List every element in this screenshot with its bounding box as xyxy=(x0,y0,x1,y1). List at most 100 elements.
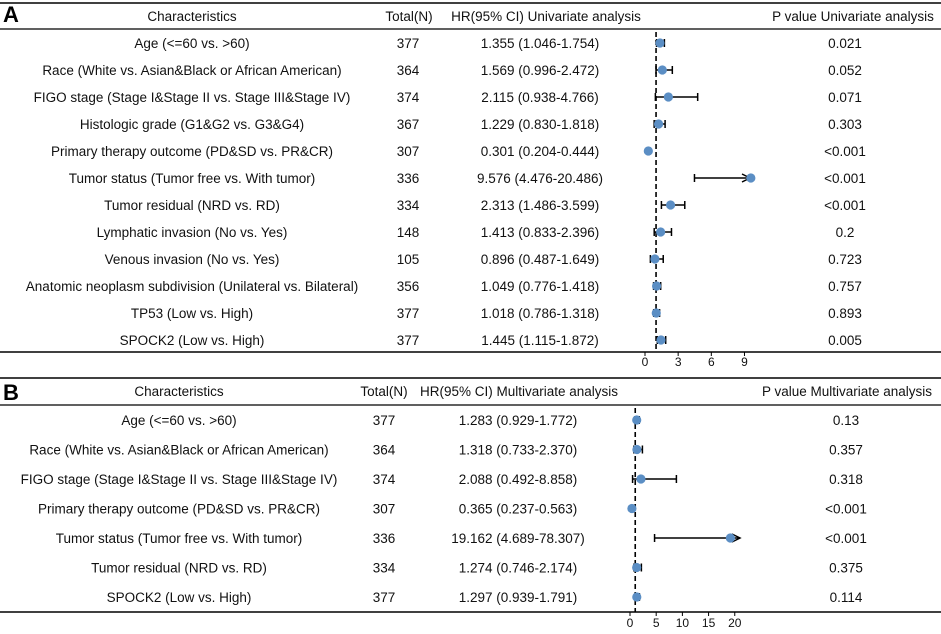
panel-a-row-8-hr-ci: 1.413 (0.833-2.396) xyxy=(481,225,600,240)
panel-a-row-11-total: 377 xyxy=(397,306,420,321)
panel-b-row-1-total: 377 xyxy=(373,413,396,428)
panel-a-row-3-label: FIGO stage (Stage I&Stage II vs. Stage I… xyxy=(34,90,351,105)
panel-a-row-7-p-value: <0.001 xyxy=(824,198,866,213)
panel-a-row-10-label: Anatomic neoplasm subdivision (Unilatera… xyxy=(26,279,358,294)
panel-a-row-8-total: 148 xyxy=(397,225,420,240)
panel-a-row-1-p-value: 0.021 xyxy=(828,36,862,51)
panel-b-row-2-point-estimate xyxy=(632,444,642,455)
panel-a-row-2-total: 364 xyxy=(397,63,420,78)
panel-a-row-5-total: 307 xyxy=(397,144,420,159)
panel-a-row-8-p-value: 0.2 xyxy=(836,225,855,240)
panel-b-row-1-point-estimate xyxy=(632,415,642,425)
panel-a-row-10-point-estimate xyxy=(651,281,662,291)
panel-a-row-5-point-estimate xyxy=(643,146,653,156)
panel-b-row-6-total: 334 xyxy=(373,561,396,576)
panel-b-x-tick-label-2: 10 xyxy=(676,616,690,630)
panel-b-x-tick-label-3: 15 xyxy=(702,616,716,630)
panel-a-header-characteristics: Characteristics xyxy=(147,9,237,24)
panel-a-header-total: Total(N) xyxy=(385,9,432,24)
panel-a-x-tick-label-0: 0 xyxy=(642,355,649,369)
panel-b-row-7-hr-ci: 1.297 (0.939-1.791) xyxy=(459,590,578,605)
panel-b-row-5-hr-ci: 19.162 (4.689-78.307) xyxy=(451,531,585,546)
panel-b-header-hr: HR(95% CI) Multivariate analysis xyxy=(420,384,618,399)
panel-b-row-2-p-value: 0.357 xyxy=(829,443,863,458)
panel-a-row-11-label: TP53 (Low vs. High) xyxy=(131,306,253,321)
panel-a-row-4-label: Histologic grade (G1&G2 vs. G3&G4) xyxy=(80,117,304,132)
panel-a-x-tick-label-1: 3 xyxy=(675,355,682,369)
panel-a-row-1-label: Age (<=60 vs. >60) xyxy=(134,36,249,51)
panel-a-row-3-p-value: 0.071 xyxy=(828,90,862,105)
panel-b-row-7-total: 377 xyxy=(373,590,396,605)
panel-b-letter: B xyxy=(3,380,19,405)
panel-a-row-12-p-value: 0.005 xyxy=(828,333,862,348)
panel-b-row-3-point-estimate xyxy=(636,474,646,484)
panel-b-row-3-total: 374 xyxy=(373,472,396,487)
panel-b-row-1-label: Age (<=60 vs. >60) xyxy=(121,413,236,428)
panel-b-row-4-total: 307 xyxy=(373,502,396,517)
panel-a-row-6-hr-ci: 9.576 (4.476-20.486) xyxy=(477,171,603,186)
panel-a-row-2-p-value: 0.052 xyxy=(828,63,862,78)
panel-b-row-3-label: FIGO stage (Stage I&Stage II vs. Stage I… xyxy=(21,472,338,487)
panel-b-row-4-point-estimate xyxy=(627,503,637,514)
panel-a-row-3-point-estimate xyxy=(663,92,673,102)
panel-a-row-9-label: Venous invasion (No vs. Yes) xyxy=(105,252,280,267)
panel-b-x-tick-label-1: 5 xyxy=(653,616,660,630)
panel-a-row-9-p-value: 0.723 xyxy=(828,252,862,267)
panel-b-row-7-point-estimate xyxy=(632,592,642,602)
panel-a-row-12-total: 377 xyxy=(397,333,420,348)
panel-b-row-2-total: 364 xyxy=(373,443,396,458)
panel-b-row-1-hr-ci: 1.283 (0.929-1.772) xyxy=(459,413,578,428)
panel-b-row-5-p-value: <0.001 xyxy=(825,531,867,546)
panel-a-row-6-total: 336 xyxy=(397,171,420,186)
panel-b-row-3-p-value: 0.318 xyxy=(829,472,863,487)
panel-a-row-6-point-estimate xyxy=(746,173,756,183)
panel-a-row-10-p-value: 0.757 xyxy=(828,279,862,294)
panel-a-row-11-p-value: 0.893 xyxy=(828,306,862,321)
panel-a-row-11-hr-ci: 1.018 (0.786-1.318) xyxy=(481,306,600,321)
panel-a-row-5-p-value: <0.001 xyxy=(824,144,866,159)
panel-b-x-tick-label-4: 20 xyxy=(728,616,742,630)
panel-a-row-10-hr-ci: 1.049 (0.776-1.418) xyxy=(481,279,600,294)
panel-a-row-6-p-value: <0.001 xyxy=(824,171,866,186)
panel-b-row-6-hr-ci: 1.274 (0.746-2.174) xyxy=(459,561,578,576)
panel-a-row-4-hr-ci: 1.229 (0.830-1.818) xyxy=(481,117,600,132)
panel-a-row-3-hr-ci: 2.115 (0.938-4.766) xyxy=(481,90,599,105)
panel-b-row-6-label: Tumor residual (NRD vs. RD) xyxy=(91,561,267,576)
panel-a-row-7-total: 334 xyxy=(397,198,420,213)
panel-a-row-2-point-estimate xyxy=(657,65,667,75)
panel-b-header-total: Total(N) xyxy=(360,384,407,399)
panel-a-row-7-hr-ci: 2.313 (1.486-3.599) xyxy=(481,198,600,213)
panel-b-row-6-point-estimate xyxy=(632,562,642,573)
panel-b-row-5-ci-arrow xyxy=(731,533,742,543)
panel-a-row-4-total: 367 xyxy=(397,117,420,132)
panel-a-row-11-point-estimate xyxy=(651,308,661,318)
panel-a-row-8-point-estimate xyxy=(656,227,666,237)
panel-b-row-4-p-value: <0.001 xyxy=(825,502,867,517)
panel-a-row-5-label: Primary therapy outcome (PD&SD vs. PR&CR… xyxy=(51,144,333,159)
panel-a-row-12-label: SPOCK2 (Low vs. High) xyxy=(120,333,265,348)
panel-a-row-7-point-estimate xyxy=(665,200,676,210)
panel-b-row-7-label: SPOCK2 (Low vs. High) xyxy=(107,590,252,605)
panel-b-row-4-label: Primary therapy outcome (PD&SD vs. PR&CR… xyxy=(38,502,320,517)
panel-b-header-p: P value Multivariate analysis xyxy=(762,384,932,399)
panel-b-row-5-point-estimate xyxy=(725,533,735,543)
panel-a-x-tick-label-3: 9 xyxy=(741,355,748,369)
panel-a-row-10-total: 356 xyxy=(397,279,420,294)
panel-b-row-1-p-value: 0.13 xyxy=(833,413,859,428)
panel-a-row-2-label: Race (White vs. Asian&Black or African A… xyxy=(42,63,341,78)
panel-a-row-12-hr-ci: 1.445 (1.115-1.872) xyxy=(481,333,599,348)
panel-a-row-5-hr-ci: 0.301 (0.204-0.444) xyxy=(481,144,600,159)
panel-a-row-9-point-estimate xyxy=(650,254,660,264)
panel-b-row-5-label: Tumor status (Tumor free vs. With tumor) xyxy=(56,531,303,546)
panel-b-row-2-hr-ci: 1.318 (0.733-2.370) xyxy=(459,443,578,458)
panel-a-row-2-hr-ci: 1.569 (0.996-2.472) xyxy=(481,63,600,78)
panel-a-row-4-point-estimate xyxy=(653,119,664,129)
panel-a-header-p: P value Univariate analysis xyxy=(772,9,934,24)
panel-a-letter: A xyxy=(3,2,19,27)
panel-b-x-tick-label-0: 0 xyxy=(627,616,634,630)
panel-a-row-12-point-estimate xyxy=(656,335,666,345)
panel-b-row-6-p-value: 0.375 xyxy=(829,561,863,576)
panel-b-row-2-label: Race (White vs. Asian&Black or African A… xyxy=(29,443,328,458)
panel-a-row-9-hr-ci: 0.896 (0.487-1.649) xyxy=(481,252,600,267)
